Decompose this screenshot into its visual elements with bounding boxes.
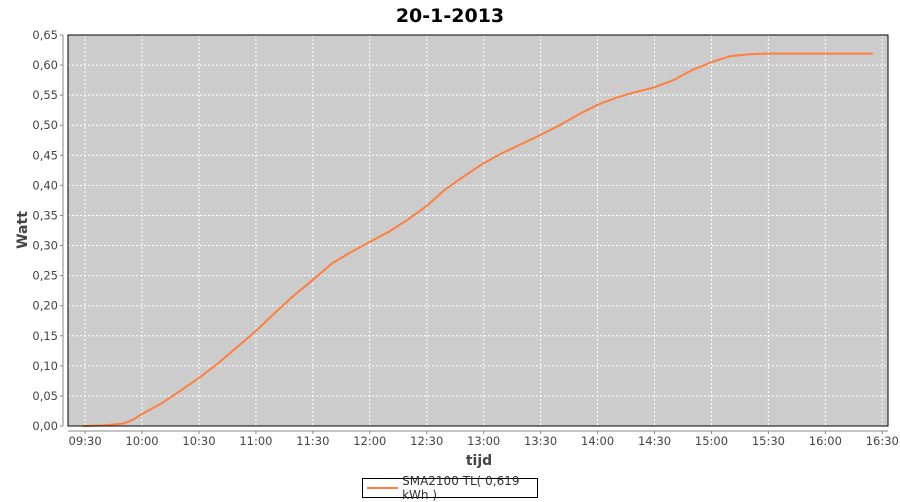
gridlines [68,34,888,426]
x-tick-label: 14:00 [581,434,614,448]
plot-border [67,34,889,427]
x-tick-label: 13:00 [467,434,500,448]
y-axis-label: Watt [15,211,31,249]
x-tick-label: 14:30 [638,434,671,448]
x-tick-label: 12:00 [353,434,386,448]
y-tick-label: 0,40 [32,178,58,192]
x-axis: 09:30 10:00 10:30 11:00 11:30 12:00 12:30 13:00… [68,430,899,448]
x-tick-label: 10:30 [182,434,215,448]
x-tick-label: 12:30 [410,434,443,448]
y-tick-label: 0,10 [32,359,58,373]
x-tick-label: 11:00 [239,434,272,448]
y-tick-label: 0,00 [32,419,58,433]
legend-label: SMA2100 TL( 0,619 kWh ) [402,474,520,502]
y-tick-label: 0,55 [32,88,58,102]
y-tick-label: 0,35 [32,208,58,222]
y-tick-label: 0,50 [32,118,58,132]
x-tick-label: 15:00 [695,434,728,448]
y-tick-label: 0,45 [32,148,58,162]
y-tick-label: 0,05 [32,389,58,403]
legend-swatch [367,487,399,489]
y-axis: 0,00 0,05 0,10 0,15 0,20 0,25 0,30 0,35 0,40 0,45… [32,28,64,433]
chart-title: 20-1-2013 [396,5,504,27]
y-tick-label: 0,20 [32,299,58,313]
y-tick-label: 0,15 [32,329,58,343]
y-tick-label: 0,65 [32,28,58,42]
x-tick-label: 16:30 [866,434,899,448]
y-tick-label: 0,30 [32,239,58,253]
series-line [83,52,873,427]
y-tick-label: 0,25 [32,269,58,283]
x-tick-label: 09:30 [69,434,102,448]
x-axis-label: tijd [466,453,492,469]
x-tick-label: 15:30 [752,434,785,448]
plot-area [68,35,888,426]
x-tick-label: 10:00 [125,434,158,448]
x-tick-label: 16:00 [809,434,842,448]
x-tick-label: 13:30 [524,434,557,448]
x-tick-label: 11:30 [296,434,329,448]
legend: SMA2100 TL( 0,619 kWh ) [362,474,538,502]
y-tick-label: 0,60 [32,58,58,72]
